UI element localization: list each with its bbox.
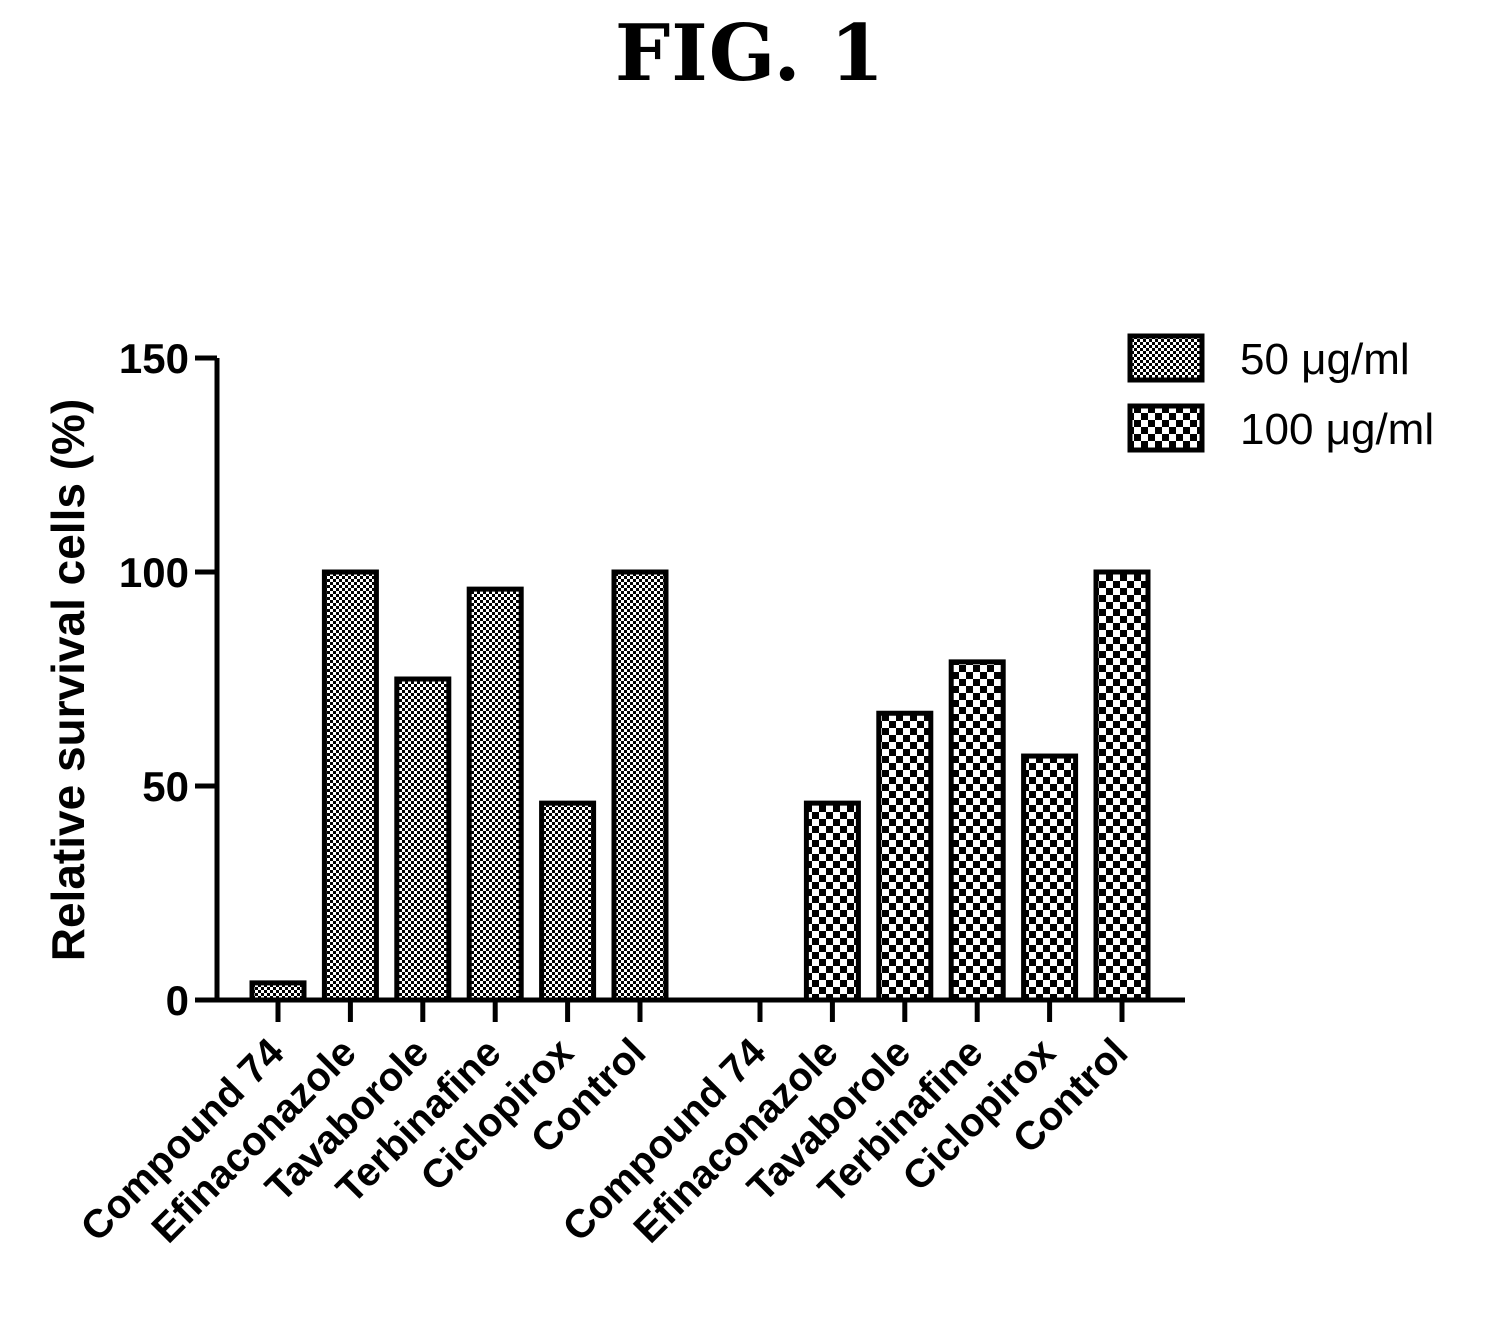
legend-swatch-1 — [1127, 333, 1205, 383]
bar-1-1 — [249, 980, 307, 1003]
bar-1-4 — [466, 586, 524, 1003]
y-tick-label: 50 — [142, 763, 189, 810]
figure-title: FIG. 1 — [614, 8, 886, 99]
bar-1-3 — [394, 676, 452, 1003]
bar-2-2 — [803, 800, 861, 1003]
bar-1-2 — [321, 569, 379, 1003]
bar-1-6 — [611, 569, 669, 1003]
y-tick-label: 0 — [166, 977, 189, 1024]
legend: 50 μg/ml 100 μg/ml — [1127, 333, 1434, 454]
legend-label-2: 100 μg/ml — [1240, 405, 1434, 454]
axes-layer — [195, 355, 1185, 1022]
y-tick-label: 150 — [119, 335, 189, 382]
bar-1-5 — [539, 800, 597, 1003]
legend-label-1: 50 μg/ml — [1240, 335, 1410, 384]
bar-2-5 — [1021, 753, 1079, 1003]
y-tick-label: 100 — [119, 549, 189, 596]
bars-layer — [249, 569, 1151, 1003]
bar-2-6 — [1093, 569, 1151, 1003]
legend-swatch-2 — [1127, 403, 1205, 453]
bar-2-4 — [948, 659, 1006, 1003]
y-axis-title: Relative survival cells (%) — [42, 399, 94, 962]
bar-2-3 — [876, 710, 934, 1003]
